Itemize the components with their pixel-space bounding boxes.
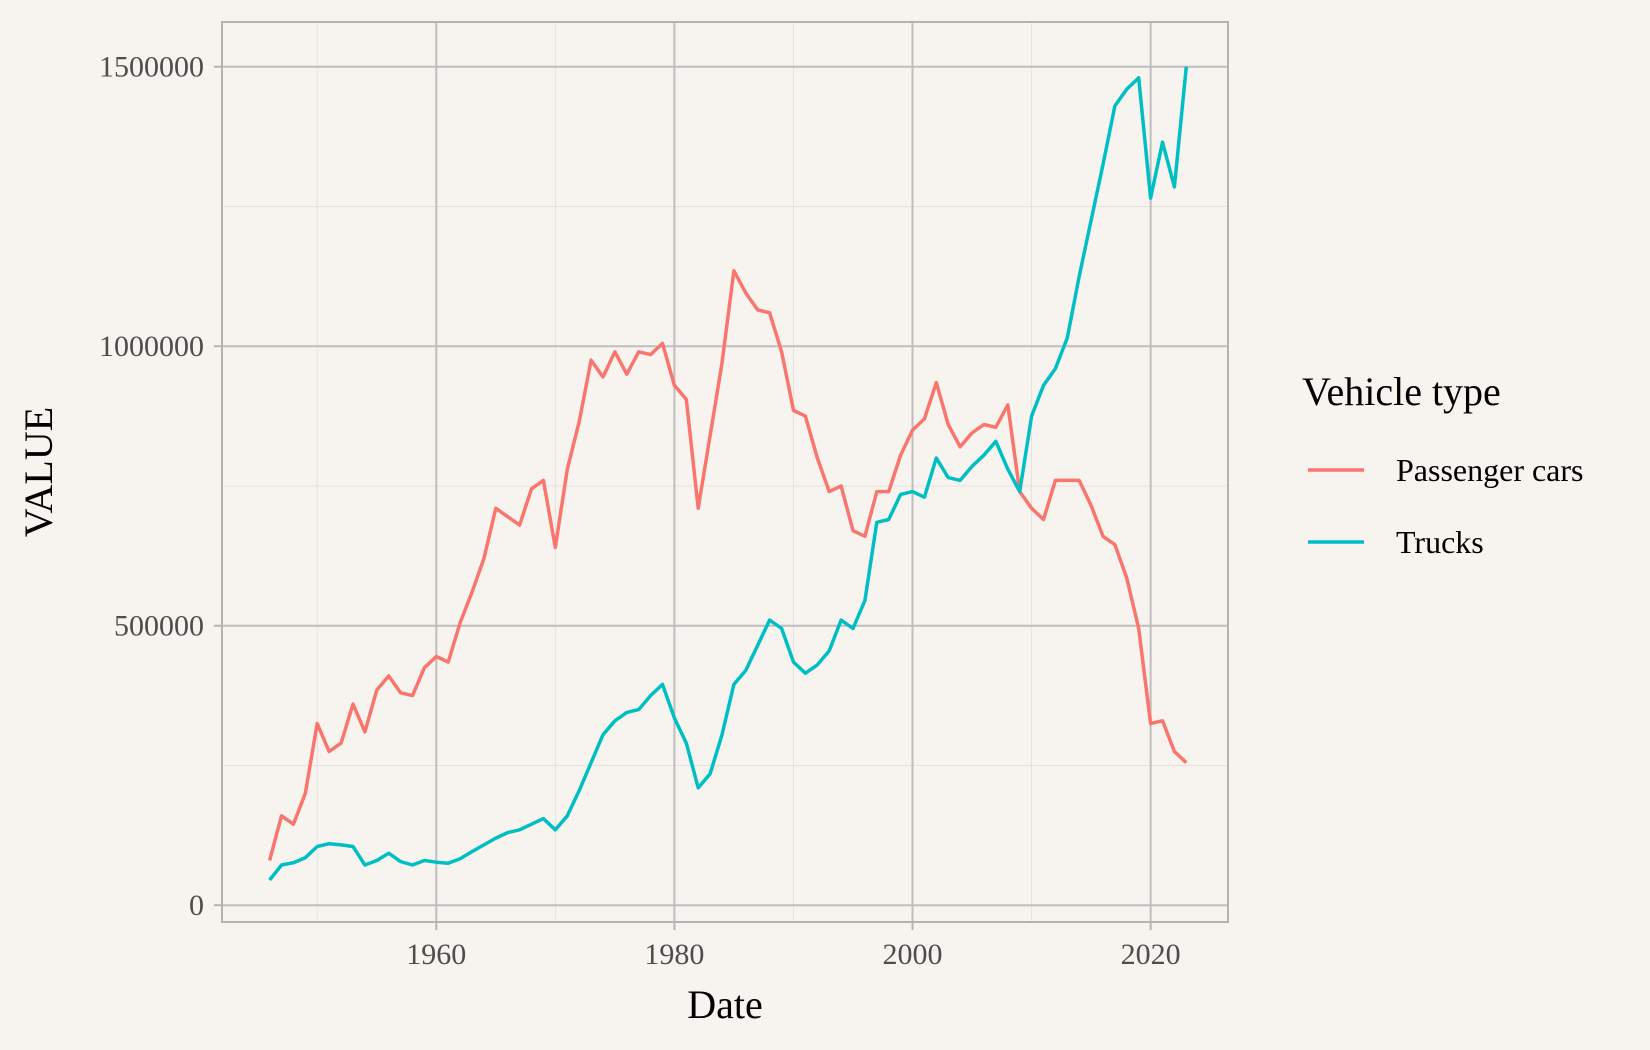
legend-label-trucks: Trucks	[1396, 524, 1484, 560]
y-tick-label: 1000000	[99, 330, 204, 363]
y-tick-label: 0	[189, 889, 204, 922]
x-axis-title: Date	[687, 982, 763, 1027]
x-tick-label: 2000	[883, 938, 943, 971]
y-axis-title: VALUE	[16, 407, 61, 537]
x-tick-label: 2020	[1121, 938, 1181, 971]
panel-background	[222, 22, 1228, 922]
plot-panel	[221, 21, 1229, 923]
legend-title: Vehicle type	[1302, 369, 1501, 414]
legend-label-passenger-cars: Passenger cars	[1396, 452, 1583, 488]
legend: Vehicle type Passenger cars Trucks	[1302, 369, 1583, 560]
series-lines	[267, 66, 1189, 882]
y-tick-label: 1500000	[99, 51, 204, 84]
y-axis-ticks: 0 500000 1000000 1500000	[99, 51, 222, 922]
y-tick-label: 500000	[114, 610, 204, 643]
panel-border	[221, 21, 1229, 923]
minor-gridlines	[222, 22, 1228, 922]
series-line-passenger-cars	[267, 269, 1188, 861]
x-axis-ticks: 1960 1980 2000 2020	[406, 922, 1181, 971]
x-tick-label: 1960	[406, 938, 466, 971]
x-tick-label: 1980	[644, 938, 704, 971]
series-line-trucks	[268, 66, 1189, 882]
